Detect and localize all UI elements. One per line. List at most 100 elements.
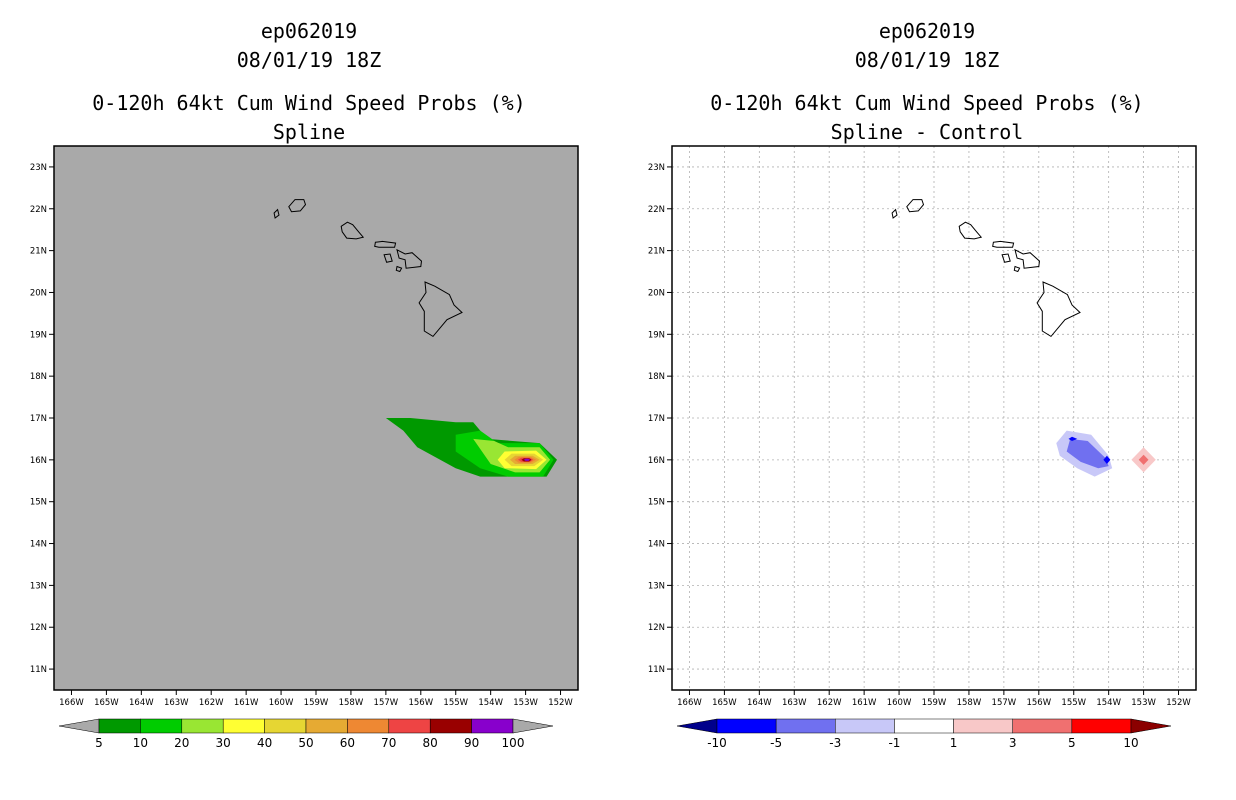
colorbar-label: 5 xyxy=(95,736,103,750)
colorbar-swatch xyxy=(305,718,348,734)
colorbar-swatch xyxy=(264,718,307,734)
y-tick-label: 22N xyxy=(648,205,665,215)
right-colorbar: -10 -5 -3 -1 1 3 5 10 xyxy=(676,718,1172,750)
y-tick-label: 15N xyxy=(30,498,47,508)
y-tick-label: 13N xyxy=(648,581,665,591)
y-tick-label: 22N xyxy=(30,205,47,215)
x-tick-label: 155W xyxy=(443,698,468,708)
colorbar-over-triangle xyxy=(512,718,554,734)
colorbar-label: -5 xyxy=(770,736,782,750)
x-tick-label: 157W xyxy=(992,698,1017,708)
x-tick-label: 153W xyxy=(1131,698,1156,708)
x-tick-label: 154W xyxy=(1096,698,1121,708)
x-tick-label: 155W xyxy=(1061,698,1086,708)
left-title-storm: ep062019 xyxy=(261,19,357,43)
y-tick-label: 19N xyxy=(648,330,665,340)
x-tick-label: 152W xyxy=(548,698,573,708)
colorbar-swatch xyxy=(894,718,954,734)
x-tick-label: 163W xyxy=(164,698,189,708)
x-tick-label: 166W xyxy=(677,698,702,708)
x-tick-label: 156W xyxy=(1026,698,1051,708)
island-outline xyxy=(374,240,397,248)
island-outline xyxy=(992,240,1015,248)
island-outline xyxy=(395,265,403,273)
y-tick-label: 16N xyxy=(30,456,47,466)
island-outline xyxy=(383,253,393,263)
x-tick-label: 165W xyxy=(94,698,119,708)
x-tick-label: 164W xyxy=(747,698,772,708)
y-tick-label: 16N xyxy=(648,456,665,466)
x-tick-label: 153W xyxy=(513,698,538,708)
right-y-axis: 11N 12N 13N 14N 15N 16N 17N 18N 19N 20N 21N 22N 23N xyxy=(648,163,672,675)
island-outline xyxy=(1014,248,1041,269)
y-tick-label: 13N xyxy=(30,581,47,591)
colorbar-swatch xyxy=(98,718,141,734)
contour-level-90 xyxy=(523,458,531,461)
left-x-axis: 166W 165W 164W 163W 162W 161W 160W 159W 158W 157W… xyxy=(59,690,573,708)
x-tick-label: 154W xyxy=(478,698,503,708)
colorbar-over-triangle xyxy=(1130,718,1172,734)
island-outline xyxy=(418,281,463,338)
colorbar-swatch xyxy=(953,718,1013,734)
left-title-date: 08/01/19 18Z xyxy=(237,48,382,72)
colorbar-label: 1 xyxy=(950,736,958,750)
left-chart: ep062019 08/01/19 18Z 0-120h 64kt Cum Wi… xyxy=(30,19,579,750)
left-colorbar: 5 10 20 30 40 50 60 70 80 90 100 xyxy=(58,718,554,750)
y-tick-label: 18N xyxy=(648,372,665,382)
colorbar-label: -3 xyxy=(829,736,841,750)
x-tick-label: 159W xyxy=(304,698,329,708)
contour-level-neg3 xyxy=(1066,438,1109,469)
x-tick-label: 163W xyxy=(782,698,807,708)
colorbar-label: 100 xyxy=(502,736,525,750)
right-title-product: 0-120h 64kt Cum Wind Speed Probs (%) xyxy=(710,91,1143,115)
island-outline xyxy=(396,248,423,269)
left-y-axis: 11N 12N 13N 14N 15N 16N 17N 18N 19N 20N 21N 22N 23N xyxy=(30,163,54,675)
colorbar-swatch xyxy=(835,718,895,734)
island-outline xyxy=(1036,281,1081,338)
colorbar-label: -1 xyxy=(888,736,900,750)
colorbar-label: -10 xyxy=(707,736,727,750)
x-tick-label: 160W xyxy=(269,698,294,708)
left-plot-background xyxy=(54,146,578,690)
colorbar-label: 70 xyxy=(381,736,396,750)
island-outline xyxy=(340,221,365,240)
y-tick-label: 12N xyxy=(648,623,665,633)
colorbar-label: 90 xyxy=(464,736,479,750)
right-contours xyxy=(1056,430,1156,477)
island-outline xyxy=(891,208,898,219)
left-title-method: Spline xyxy=(273,120,345,144)
y-tick-label: 11N xyxy=(30,665,47,675)
x-tick-label: 161W xyxy=(852,698,877,708)
contour-level-neg5 xyxy=(1068,436,1078,441)
x-tick-label: 157W xyxy=(374,698,399,708)
colorbar-label: 50 xyxy=(298,736,313,750)
colorbar-swatch xyxy=(1071,718,1132,734)
colorbar-label: 60 xyxy=(340,736,355,750)
colorbar-label: 10 xyxy=(1123,736,1138,750)
x-tick-label: 165W xyxy=(712,698,737,708)
x-tick-label: 160W xyxy=(887,698,912,708)
y-tick-label: 21N xyxy=(648,247,665,257)
y-tick-label: 20N xyxy=(30,288,47,298)
left-title-product: 0-120h 64kt Cum Wind Speed Probs (%) xyxy=(92,91,525,115)
y-tick-label: 11N xyxy=(648,665,665,675)
colorbar-label: 3 xyxy=(1009,736,1017,750)
y-tick-label: 14N xyxy=(648,540,665,550)
colorbar-swatch xyxy=(775,718,836,734)
island-outline xyxy=(1013,265,1021,273)
island-outline xyxy=(273,208,280,219)
y-tick-label: 14N xyxy=(30,540,47,550)
colorbar-swatch xyxy=(429,718,472,734)
right-title-storm: ep062019 xyxy=(879,19,975,43)
colorbar-label: 40 xyxy=(257,736,272,750)
x-tick-label: 159W xyxy=(922,698,947,708)
colorbar-label: 5 xyxy=(1068,736,1076,750)
y-tick-label: 19N xyxy=(30,330,47,340)
y-tick-label: 23N xyxy=(30,163,47,173)
x-tick-label: 166W xyxy=(59,698,84,708)
y-tick-label: 17N xyxy=(30,414,47,424)
x-tick-label: 162W xyxy=(817,698,842,708)
island-outline xyxy=(906,199,925,213)
island-outline xyxy=(288,199,307,213)
